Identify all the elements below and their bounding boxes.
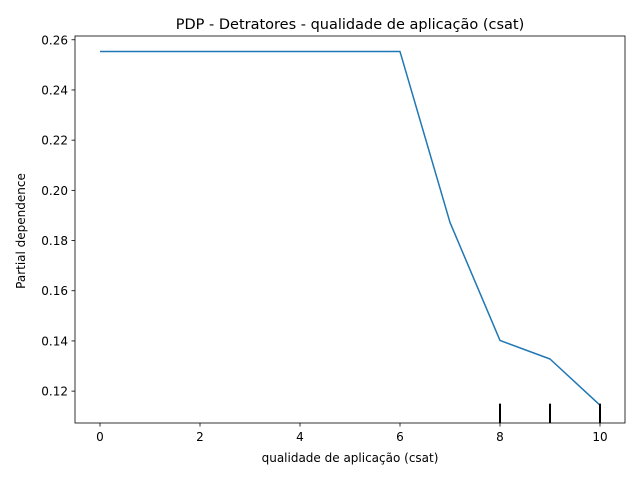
y-tick-label-6: 0.24	[41, 83, 68, 97]
axes-frame	[74, 35, 626, 424]
y-tick-label-1: 0.14	[41, 334, 68, 348]
x-tick-label-2: 4	[296, 430, 304, 444]
x-tick-label-3: 6	[396, 430, 404, 444]
chart-title: PDP - Detratores - qualidade de aplicaçã…	[176, 17, 525, 33]
y-tick-label-2: 0.16	[41, 284, 68, 298]
x-tick-label-0: 0	[96, 430, 104, 444]
y-axis-label: Partial dependence	[14, 173, 28, 289]
plot-area: 0 2 4 6 8 10 0.12 0.14 0.16 0.18 0.20 0.22 0.24 0.26	[41, 33, 626, 444]
y-tick-label-7: 0.26	[41, 33, 68, 47]
x-tick-label-4: 8	[496, 430, 504, 444]
x-tick-label-1: 2	[196, 430, 204, 444]
y-tick-label-5: 0.22	[41, 134, 68, 148]
y-tick-label-4: 0.20	[41, 184, 68, 198]
y-tick-label-0: 0.12	[41, 385, 68, 399]
y-tick-label-3: 0.18	[41, 234, 68, 248]
series-line-0	[100, 50, 601, 406]
x-tick-label-5: 10	[592, 430, 607, 444]
x-axis-label: qualidade de aplicação (csat)	[262, 451, 439, 465]
